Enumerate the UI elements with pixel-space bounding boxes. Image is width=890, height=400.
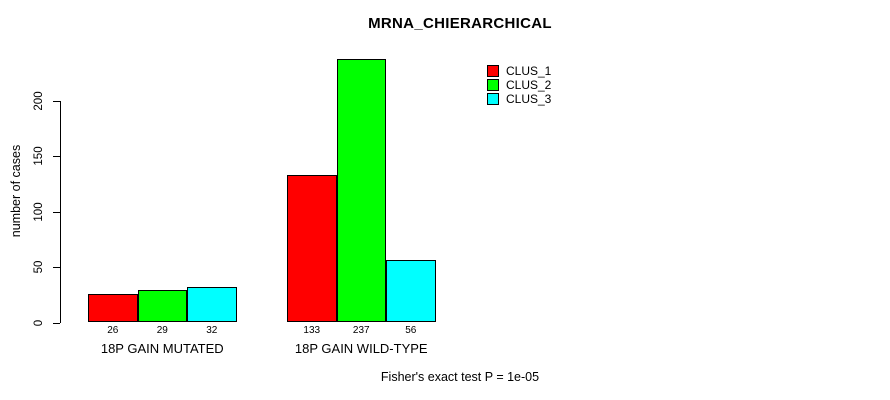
bar-clus_2-group1 xyxy=(137,290,187,323)
bar-value-label: 133 xyxy=(303,325,321,336)
bar-value-label: 56 xyxy=(405,325,417,336)
legend-item-clus_2: CLUS_2 xyxy=(487,78,551,92)
bar-value-label: 26 xyxy=(107,325,119,336)
bar-clus_1-group2 xyxy=(287,174,337,323)
x-category-label: 18P GAIN WILD-TYPE xyxy=(294,341,428,356)
legend-label: CLUS_2 xyxy=(506,78,552,92)
legend-item-clus_1: CLUS_1 xyxy=(487,64,551,78)
bar-clus_3-group2 xyxy=(386,260,436,323)
chart-title: MRNA_CHIERARCHICAL xyxy=(368,15,552,32)
bar-clus_2-group2 xyxy=(336,59,386,323)
legend-label: CLUS_1 xyxy=(506,64,552,78)
y-axis-title: number of cases xyxy=(9,144,23,238)
bar-value-label: 29 xyxy=(156,325,168,336)
legend-swatch xyxy=(487,79,499,91)
y-axis-tick xyxy=(53,322,60,324)
legend-label: CLUS_3 xyxy=(506,92,552,106)
legend-swatch xyxy=(487,93,499,105)
y-axis-tick xyxy=(53,211,60,213)
y-axis-tick xyxy=(53,100,60,102)
y-axis-tick-label: 150 xyxy=(33,146,45,166)
bar-value-label: 32 xyxy=(206,325,218,336)
y-axis-tick-label: 0 xyxy=(33,319,45,326)
y-axis-tick xyxy=(53,267,60,268)
y-axis-tick xyxy=(53,156,60,157)
bar-value-label: 237 xyxy=(352,325,370,336)
x-category-label: 18P GAIN MUTATED xyxy=(100,341,224,356)
y-axis-tick-label: 200 xyxy=(33,90,45,111)
legend-swatch xyxy=(487,65,499,77)
bar-clus_3-group1 xyxy=(187,286,237,323)
y-axis-line xyxy=(60,100,61,323)
legend-item-clus_3: CLUS_3 xyxy=(487,92,551,106)
y-axis-tick-label: 50 xyxy=(33,260,45,274)
annotation-text: Fisher's exact test P = 1e-05 xyxy=(380,370,540,384)
legend: CLUS_1 CLUS_2 CLUS_3 xyxy=(487,64,551,106)
bar-clus_1-group1 xyxy=(88,293,138,323)
y-axis-tick-label: 100 xyxy=(33,201,45,222)
